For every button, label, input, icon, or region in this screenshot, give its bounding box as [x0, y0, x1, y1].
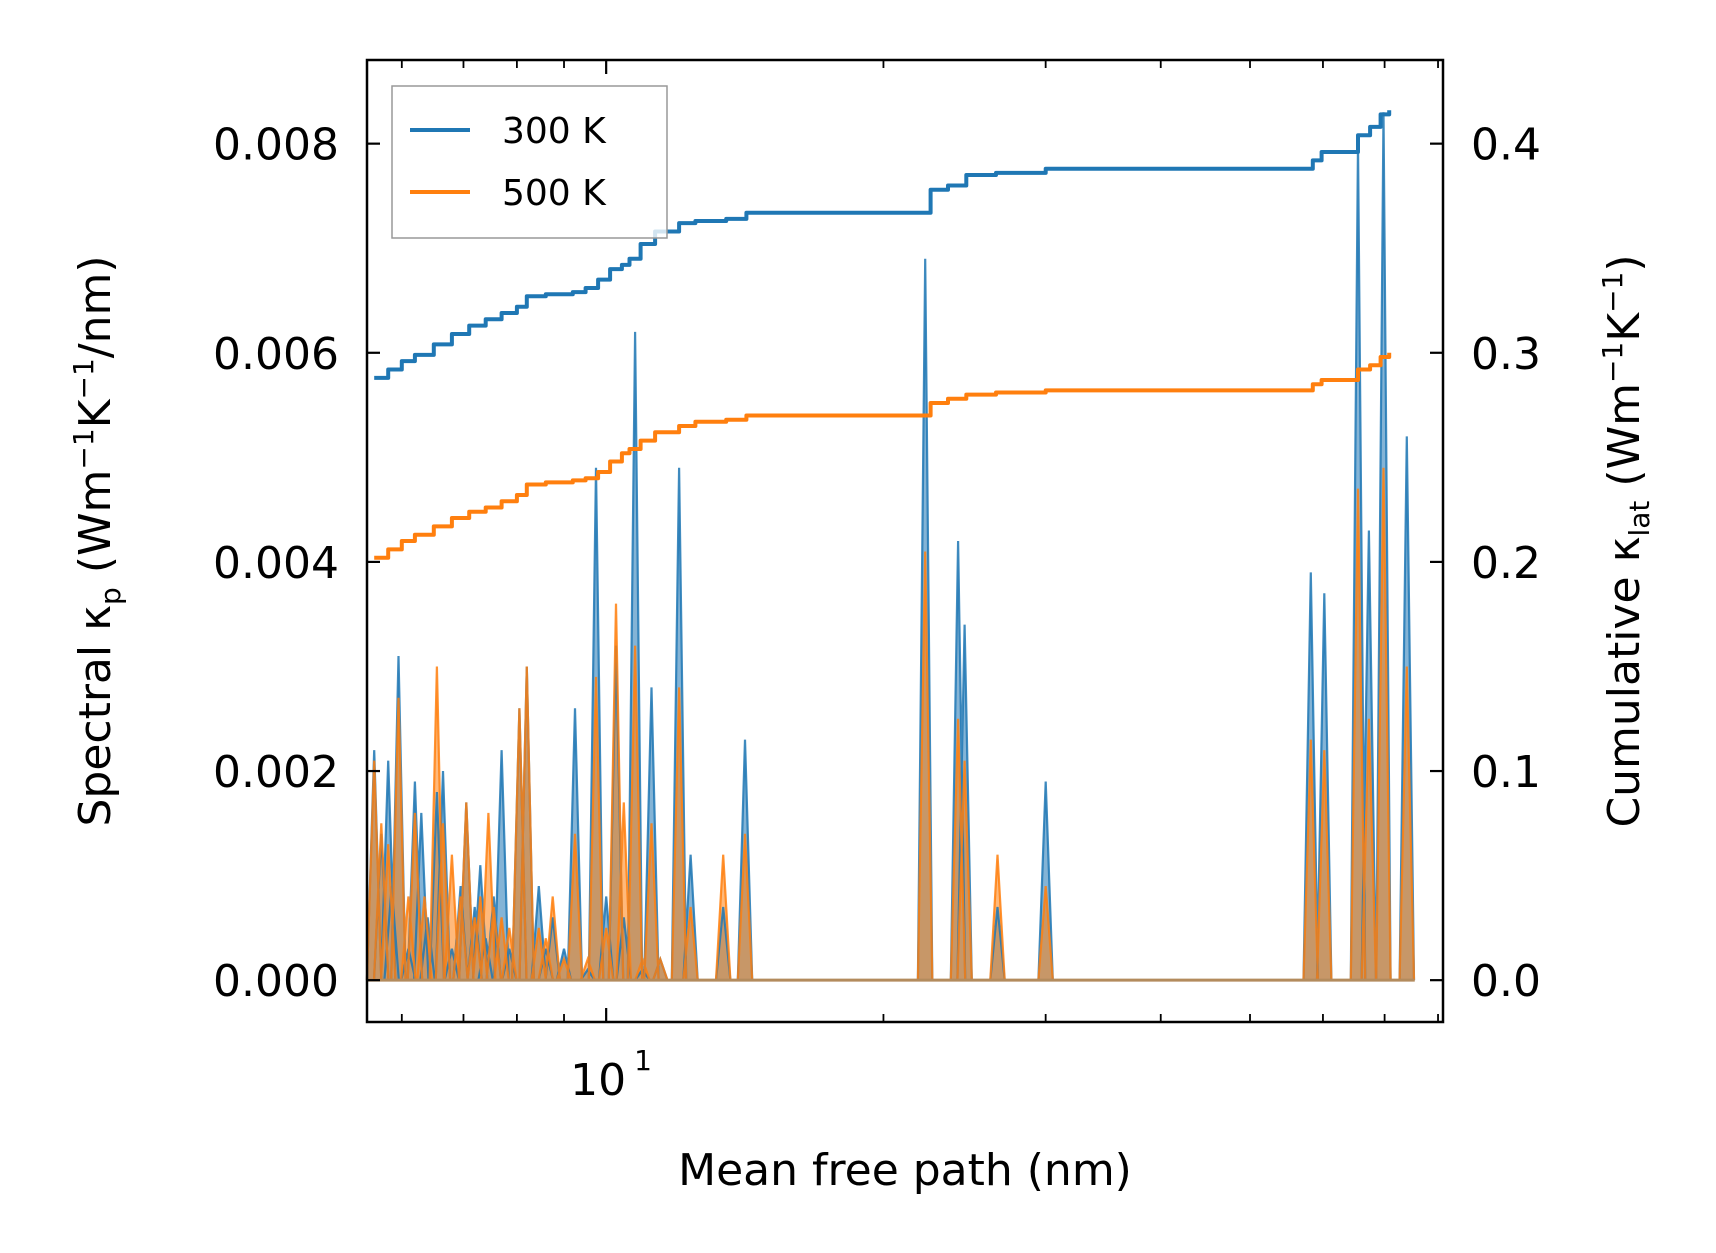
y-left-title-sup1: −1 [67, 428, 100, 469]
y-right-title-sup1: −1 [1596, 342, 1629, 383]
legend: 300 K 500 K [391, 85, 668, 239]
x-axis: 10 1 [400, 60, 1439, 1106]
y-right-title-mid: K [1599, 312, 1650, 342]
cumulative-lines [374, 110, 1392, 560]
legend-label-500k: 500 K [502, 173, 607, 214]
y-left-tick-label: 0.004 [213, 538, 339, 589]
y-right-tick-label: 0.0 [1471, 956, 1541, 1007]
y-left-title-mid: K [70, 398, 121, 428]
x-tick-label: 10 [570, 1055, 626, 1106]
cumulative-500k-line [374, 352, 1392, 560]
y-left-tick-label: 0.000 [213, 956, 339, 1007]
y-right-tick-label: 0.3 [1471, 329, 1541, 380]
y-right-title-end: ) [1599, 254, 1650, 271]
spectral-500k-fill [366, 467, 1414, 981]
legend-label-300k: 300 K [502, 111, 607, 152]
y-left-tick-label: 0.002 [213, 747, 339, 798]
y-right-title-prefix: Cumulative κ [1599, 536, 1650, 827]
y-right-tick-label: 0.2 [1471, 538, 1541, 589]
y-right-title-sub: lat [1623, 501, 1656, 537]
cumulative-300k-line [374, 110, 1392, 380]
y-left-title-prefix: Spectral κ [70, 605, 121, 827]
y-right-title-unit: (Wm [1599, 383, 1650, 501]
y-left-title-sub: p [94, 587, 127, 605]
y-axis-right-title: Cumulative κlat (Wm−1K−1) [1596, 254, 1656, 827]
x-tick-label-exponent: 1 [634, 1044, 652, 1077]
spectral-lines [365, 112, 1416, 982]
y-axis-left-title: Spectral κp (Wm−1K−1/nm) [67, 255, 127, 826]
y-right-tick-label: 0.1 [1471, 747, 1541, 798]
y-left-tick-label: 0.006 [213, 329, 339, 380]
x-axis-title: Mean free path (nm) [678, 1145, 1132, 1196]
y-left-title-unit: (Wm [70, 470, 121, 588]
y-left-title-end: /nm) [70, 255, 121, 358]
spectral-500k-line [365, 467, 1416, 982]
axes-frame [365, 58, 1445, 1024]
y-left-tick-label: 0.008 [213, 120, 339, 171]
plot-area [365, 110, 1416, 982]
spectral-fills [366, 112, 1414, 981]
right-y-axis: 0.0 0.1 0.2 0.3 0.4 [1430, 120, 1541, 1007]
legend-box [391, 85, 668, 239]
y-left-title-sup2: −1 [67, 358, 100, 399]
left-y-axis: 0.000 0.002 0.004 0.006 0.008 [213, 120, 380, 1007]
y-right-title-sup2: −1 [1596, 272, 1629, 313]
y-right-tick-label: 0.4 [1471, 120, 1541, 171]
